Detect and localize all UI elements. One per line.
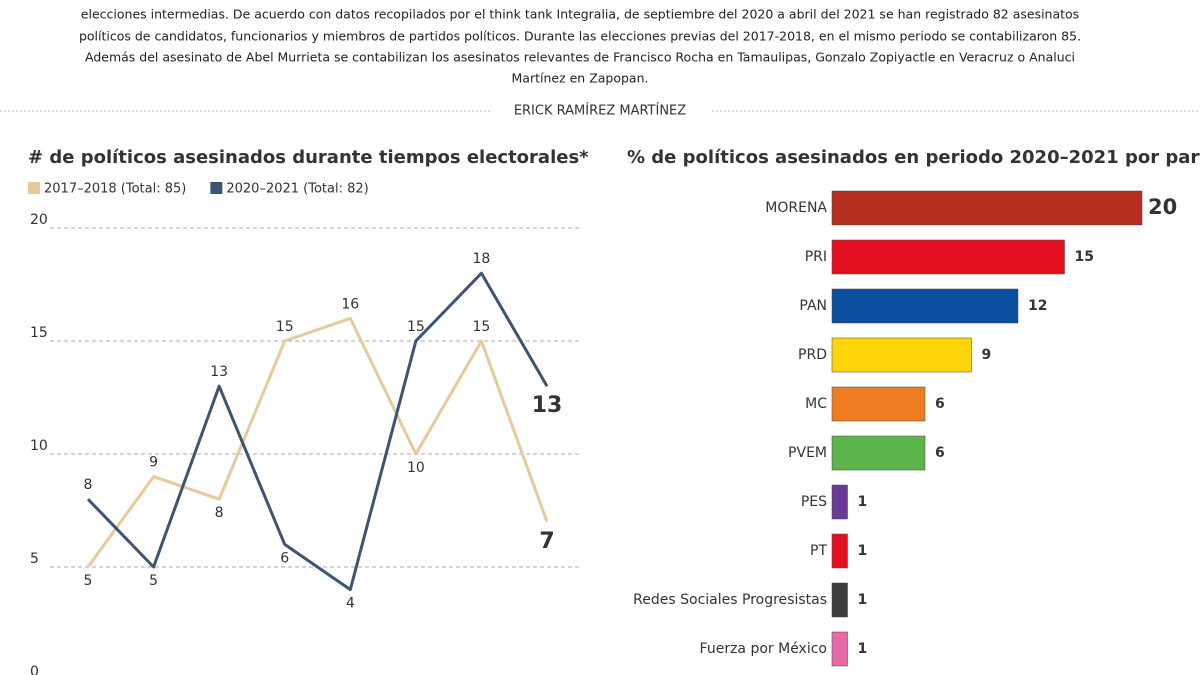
data-label: 15: [407, 319, 425, 335]
legend-label: 2017–2018 (Total: 85): [44, 182, 186, 197]
value-label: 20: [1148, 195, 1177, 219]
data-label: 7: [539, 529, 554, 554]
bar: [831, 435, 926, 471]
bar: [831, 533, 848, 569]
category-label: PRD: [798, 347, 827, 363]
value-label: 1: [858, 494, 868, 510]
series-line: [86, 316, 549, 568]
category-label: PVEM: [788, 445, 827, 461]
value-label: 6: [935, 445, 945, 461]
chart-title: # de políticos asesinados durante tiempo…: [28, 147, 589, 168]
data-label: 16: [341, 296, 359, 312]
bar: [831, 337, 972, 373]
series-line: [86, 271, 549, 592]
data-label: 13: [532, 393, 563, 418]
category-label: MC: [805, 396, 827, 412]
chart-title: % de políticos asesinados en periodo 202…: [627, 147, 1200, 168]
value-label: 1: [858, 543, 868, 559]
y-tick-label: 20: [30, 212, 48, 228]
paragraph-line: Martínez en Zapopan.: [512, 71, 649, 86]
bar: [831, 288, 1019, 324]
category-label: Fuerza por México: [700, 641, 827, 657]
category-label: PAN: [799, 298, 827, 314]
y-tick-label: 5: [30, 551, 39, 567]
legend-label: 2020–2021 (Total: 82): [226, 182, 368, 197]
data-label: 15: [276, 319, 294, 335]
category-label: PRI: [805, 249, 827, 265]
y-tick-label: 15: [30, 325, 48, 341]
bar: [831, 631, 848, 667]
category-label: MORENA: [765, 200, 827, 216]
data-label: 10: [407, 460, 425, 476]
category-label: Redes Sociales Progresistas: [633, 592, 827, 608]
value-label: 6: [935, 396, 945, 412]
category-label: PT: [810, 543, 827, 559]
value-label: 9: [982, 347, 992, 363]
bar: [831, 190, 1143, 226]
category-label: PES: [801, 494, 827, 510]
y-tick-label: 0: [30, 664, 39, 675]
data-label: 5: [149, 573, 158, 589]
data-label: 5: [84, 573, 93, 589]
data-label: 6: [280, 550, 289, 566]
value-label: 1: [858, 641, 868, 657]
bar: [831, 386, 926, 422]
paragraph-line: políticos de candidatos, funcionarios y …: [79, 29, 1081, 44]
bar: [831, 239, 1065, 275]
data-label: 15: [473, 319, 491, 335]
legend-swatch: [210, 182, 223, 194]
value-label: 12: [1028, 298, 1047, 314]
legend-swatch: [28, 182, 40, 194]
value-label: 1: [858, 592, 868, 608]
data-label: 9: [149, 455, 158, 471]
data-label: 8: [84, 477, 93, 493]
bar: [831, 582, 848, 618]
author-backdrop: [490, 100, 710, 122]
bar: [831, 484, 848, 520]
paragraph-line: elecciones intermedias. De acuerdo con d…: [81, 7, 1079, 22]
data-label: 8: [215, 505, 224, 521]
author: ERICK RAMÍREZ MARTÍNEZ: [514, 103, 686, 119]
value-label: 15: [1075, 249, 1094, 265]
data-label: 18: [473, 251, 491, 267]
data-label: 4: [346, 596, 355, 612]
paragraph-line: Además del asesinato de Abel Murrieta se…: [85, 50, 1075, 65]
y-tick-label: 10: [30, 438, 48, 454]
data-label: 13: [210, 364, 228, 380]
